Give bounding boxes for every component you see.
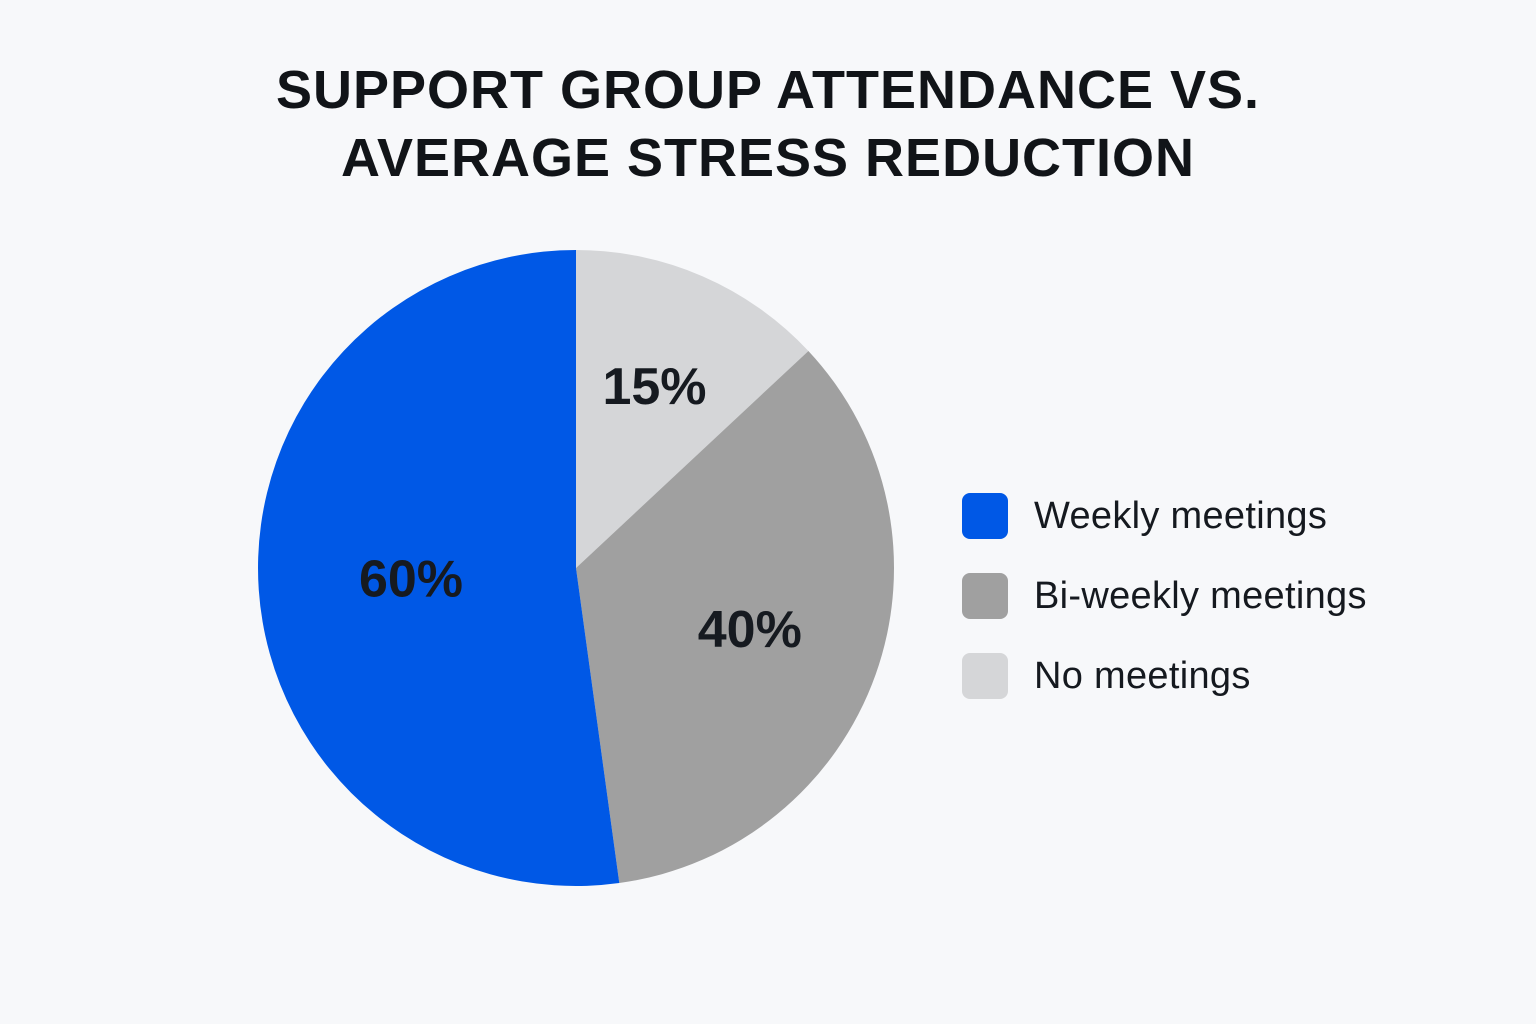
legend-item-none: No meetings [962,652,1367,700]
legend-swatch-weekly [962,493,1008,539]
pie-label-biweekly: 40% [698,601,802,659]
legend: Weekly meetings Bi-weekly meetings No me… [962,492,1367,732]
pie-slice-none [576,249,809,568]
pie-slice-weekly [258,250,620,887]
legend-label-weekly: Weekly meetings [1034,494,1328,537]
legend-label-none: No meetings [1034,654,1251,697]
pie-label-weekly: 60% [359,550,463,608]
legend-item-weekly: Weekly meetings [962,492,1367,540]
chart-title-line-1: SUPPORT GROUP ATTENDANCE VS. [275,60,1261,120]
legend-item-biweekly: Bi-weekly meetings [962,572,1367,620]
legend-swatch-biweekly [962,573,1008,619]
pie-labels: 15% 40% 60% [359,358,802,659]
chart-title: SUPPORT GROUP ATTENDANCE VS. AVERAGE STR… [0,56,1536,192]
chart-title-line-2: AVERAGE STRESS REDUCTION [340,128,1196,188]
pie-label-none: 15% [602,358,706,416]
legend-label-biweekly: Bi-weekly meetings [1034,574,1367,617]
pie-slices [258,249,895,887]
pie-slice-biweekly [576,350,895,884]
legend-swatch-none [962,653,1008,699]
